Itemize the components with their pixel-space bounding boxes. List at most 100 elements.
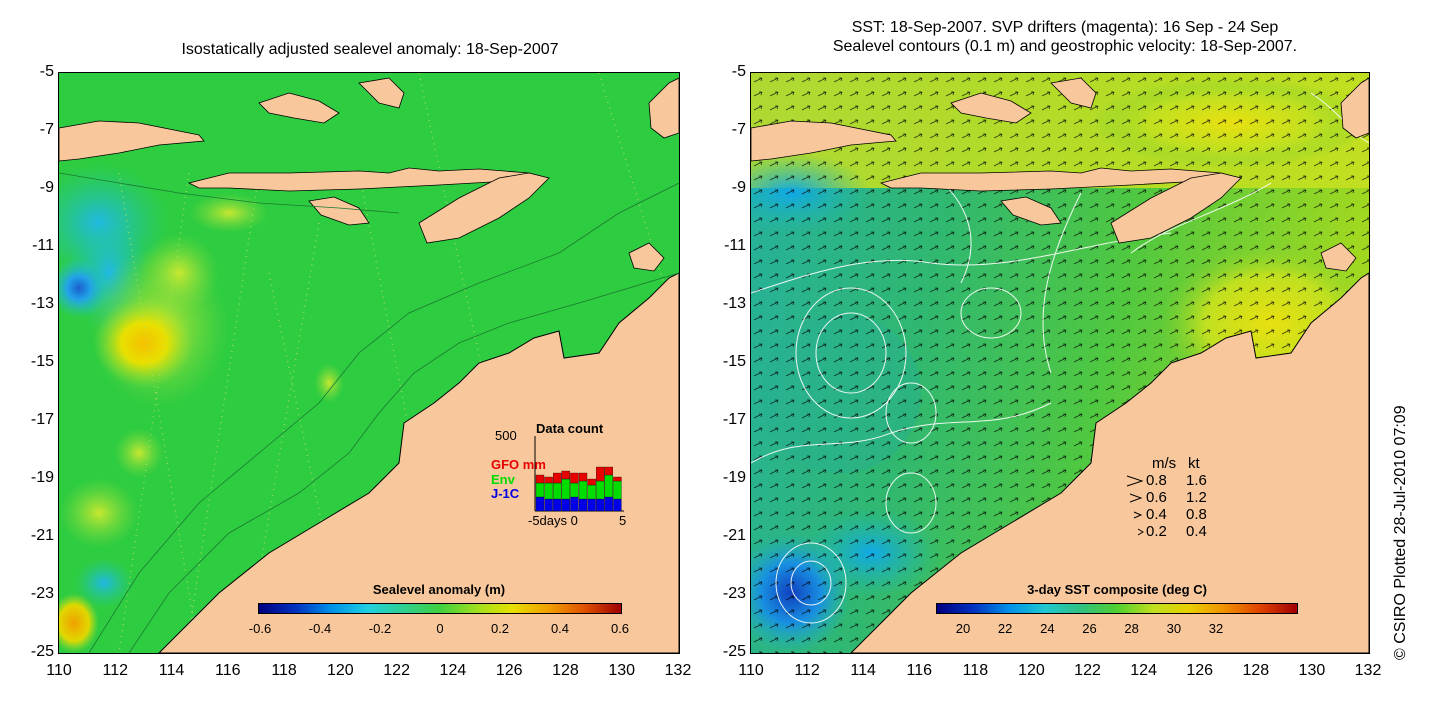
colorbar-tick-label: -0.2 bbox=[368, 621, 392, 636]
legend-env: Env bbox=[491, 472, 515, 487]
speed-ms-2: 0.6 bbox=[1146, 489, 1167, 506]
latitude-tick-label: -7 bbox=[731, 121, 746, 138]
data-count-bar-j1c bbox=[596, 498, 605, 512]
sealevel-anomaly-map bbox=[58, 72, 680, 654]
longitude-tick-label: 130 bbox=[608, 662, 636, 679]
latitude-tick-label: -15 bbox=[722, 353, 746, 370]
data-count-bar-j1c bbox=[604, 496, 613, 512]
data-count-bar-gfo bbox=[553, 472, 562, 484]
longitude-tick-label: 132 bbox=[1354, 662, 1382, 679]
latitude-tick-label: -21 bbox=[30, 527, 54, 544]
longitude-tick-label: 116 bbox=[215, 662, 241, 679]
longitude-tick-label: 110 bbox=[46, 662, 72, 679]
speed-legend-header-ms: m/s bbox=[1152, 455, 1177, 472]
data-count-bar-gfo bbox=[544, 476, 553, 484]
longitude-tick-label: 112 bbox=[794, 662, 820, 679]
longitude-tick-label: 118 bbox=[271, 662, 297, 679]
colorbar-tick-label: -0.4 bbox=[308, 621, 332, 636]
data-count-bar-gfo bbox=[604, 466, 613, 476]
longitude-tick-label: 126 bbox=[1186, 662, 1214, 679]
latitude-tick-label: -25 bbox=[722, 643, 746, 660]
data-count-bar-env bbox=[544, 482, 553, 500]
data-count-bar-j1c bbox=[570, 496, 579, 512]
data-count-bar-j1c bbox=[587, 498, 596, 512]
copyright-notice: © CSIRO Plotted 28-Jul-2010 07:09 bbox=[1392, 405, 1409, 660]
data-count-bar-env bbox=[587, 484, 596, 500]
speed-kt-4: 0.4 bbox=[1186, 523, 1207, 540]
colorbar-tick-label: 0.6 bbox=[610, 621, 630, 636]
latitude-tick-label: -23 bbox=[30, 585, 54, 602]
data-count-bar-gfo bbox=[596, 466, 605, 482]
speed-kt-1: 1.6 bbox=[1186, 472, 1207, 489]
longitude-tick-label: 128 bbox=[552, 662, 579, 679]
latitude-tick-label: -5 bbox=[39, 63, 54, 80]
speed-legend-header-kt: kt bbox=[1188, 455, 1200, 472]
latitude-tick-label: -21 bbox=[722, 527, 746, 544]
data-count-bar-gfo bbox=[535, 474, 545, 484]
data-count-bar-j1c bbox=[578, 498, 588, 512]
data-count-bar-j1c bbox=[561, 498, 570, 512]
colorbar-tick-label: 30 bbox=[1166, 621, 1182, 636]
data-count-bar-gfo bbox=[561, 470, 570, 480]
right-colorbar-title: 3-day SST composite (deg C) bbox=[1027, 582, 1207, 597]
latitude-tick-label: -23 bbox=[722, 585, 746, 602]
latitude-tick-label: -9 bbox=[731, 179, 746, 196]
latitude-tick-label: -11 bbox=[724, 237, 746, 254]
latitude-tick-label: -19 bbox=[722, 469, 746, 486]
longitude-tick-label: 118 bbox=[962, 662, 989, 679]
speed-kt-2: 1.2 bbox=[1186, 489, 1207, 506]
speed-ms-4: 0.2 bbox=[1146, 523, 1167, 540]
data-count-bar-gfo bbox=[570, 472, 579, 484]
longitude-tick-label: 132 bbox=[664, 662, 692, 679]
colorbar-tick-label: 24 bbox=[1040, 621, 1055, 636]
data-count-title: Data count bbox=[536, 421, 604, 436]
data-count-xend: 5 bbox=[619, 513, 627, 528]
longitude-tick-label: 126 bbox=[495, 662, 523, 679]
longitude-tick-label: 124 bbox=[439, 662, 467, 679]
data-count-bar-gfo bbox=[587, 478, 596, 486]
data-count-bar-j1c bbox=[535, 496, 545, 512]
right-title-line1: SST: 18-Sep-2007. SVP drifters (magenta)… bbox=[851, 19, 1279, 36]
data-count-chart bbox=[534, 436, 624, 512]
data-count-bar-env bbox=[535, 482, 545, 498]
data-count-bar-env bbox=[553, 482, 562, 500]
colorbar-tick-label: 28 bbox=[1124, 621, 1139, 636]
speed-ms-3: 0.4 bbox=[1146, 506, 1167, 523]
longitude-tick-label: 122 bbox=[1074, 662, 1101, 679]
right-map-title: SST: 18-Sep-2007. SVP drifters (magenta)… bbox=[730, 18, 1400, 56]
arrow-icon bbox=[1129, 493, 1143, 503]
data-count-bar-gfo bbox=[578, 472, 588, 482]
longitude-tick-label: 112 bbox=[102, 662, 129, 679]
left-colorbar-title: Sealevel anomaly (m) bbox=[372, 582, 506, 597]
latitude-tick-label: -25 bbox=[30, 643, 54, 660]
data-count-bar-env bbox=[561, 478, 570, 500]
colorbar-tick-label: 20 bbox=[955, 621, 971, 636]
right-colorbar bbox=[936, 603, 1298, 614]
latitude-tick-label: -5 bbox=[731, 63, 746, 80]
colorbar-tick-label: 0.2 bbox=[490, 621, 510, 636]
colorbar-tick-label: 0 bbox=[436, 621, 444, 636]
colorbar-tick-label: 26 bbox=[1082, 621, 1097, 636]
data-count-bar-j1c bbox=[553, 498, 562, 512]
data-count-bar-env bbox=[613, 480, 622, 500]
longitude-tick-label: 120 bbox=[1018, 662, 1045, 679]
longitude-tick-label: 120 bbox=[327, 662, 354, 679]
left-map-title: Isostatically adjusted sealevel anomaly:… bbox=[181, 41, 559, 58]
data-count-ymax: 500 bbox=[495, 428, 517, 443]
latitude-tick-label: -19 bbox=[30, 469, 54, 486]
arrow-icon bbox=[1133, 511, 1143, 519]
colorbar-tick-label: -0.6 bbox=[248, 621, 272, 636]
data-count-bar-j1c bbox=[613, 498, 622, 512]
longitude-tick-label: 130 bbox=[1298, 662, 1326, 679]
longitude-tick-label: 114 bbox=[158, 662, 185, 679]
longitude-tick-label: 114 bbox=[850, 662, 876, 679]
latitude-tick-label: -17 bbox=[722, 411, 746, 428]
right-title-line2: Sealevel contours (0.1 m) and geostrophi… bbox=[832, 38, 1298, 55]
arrow-icon bbox=[1126, 475, 1144, 487]
latitude-tick-label: -9 bbox=[39, 179, 54, 196]
speed-kt-3: 0.8 bbox=[1186, 506, 1207, 523]
latitude-tick-label: -13 bbox=[30, 295, 54, 312]
legend-gfo: GFO mm bbox=[491, 457, 546, 472]
colorbar-tick-label: 32 bbox=[1208, 621, 1224, 636]
data-count-bar-j1c bbox=[544, 498, 553, 512]
